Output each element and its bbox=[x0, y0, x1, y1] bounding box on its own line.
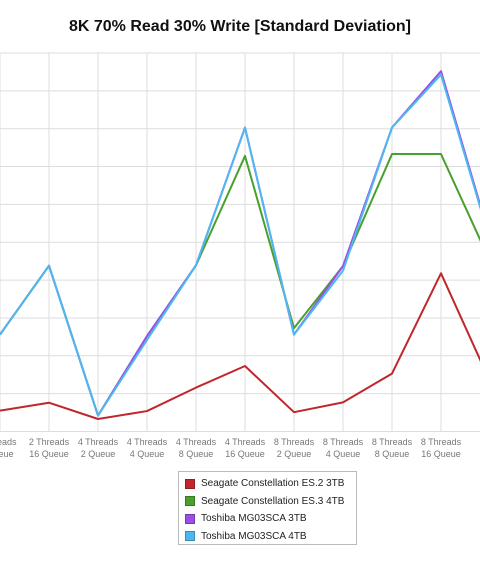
legend-item: Toshiba MG03SCA 3TB bbox=[185, 510, 356, 528]
x-tick-label: 4 Threads 2 Queue bbox=[78, 437, 119, 459]
legend-item: Seagate Constellation ES.2 3TB bbox=[185, 475, 356, 493]
x-tick-label: 2 Threads 16 Queue bbox=[29, 437, 70, 459]
series-line-3 bbox=[0, 70, 480, 417]
series-line-1 bbox=[0, 272, 480, 421]
legend-label: Seagate Constellation ES.2 3TB bbox=[201, 478, 345, 490]
legend-swatch bbox=[185, 531, 195, 542]
series-line-4 bbox=[0, 73, 480, 417]
x-tick-label: 4 Threads 4 Queue bbox=[127, 437, 168, 459]
chart-title: 8K 70% Read 30% Write [Standard Deviatio… bbox=[68, 18, 412, 35]
x-tick-label: 8 Threads 2 Queue bbox=[274, 437, 315, 459]
x-tick-label: 8 Threads 8 Queue bbox=[372, 437, 413, 459]
legend-item: Seagate Constellation ES.3 4TB bbox=[185, 493, 356, 511]
series-lines bbox=[0, 70, 480, 421]
legend-label: Toshiba MG03SCA 4TB bbox=[201, 530, 307, 542]
legend-item: Toshiba MG03SCA 4TB bbox=[185, 528, 356, 546]
legend-swatch bbox=[185, 496, 195, 507]
grid-lines bbox=[0, 52, 480, 432]
legend-label: Toshiba MG03SCA 3TB bbox=[201, 513, 307, 525]
legend-swatch bbox=[185, 478, 195, 489]
x-tick-label: ThreadsQueue bbox=[0, 437, 17, 459]
x-tick-label: 4 Threads 16 Queue bbox=[225, 437, 266, 459]
x-tick-label: 4 Threads 8 Queue bbox=[176, 437, 217, 459]
legend-swatch bbox=[185, 513, 195, 524]
x-tick-label: 8 Threads 4 Queue bbox=[323, 437, 364, 459]
legend: Seagate Constellation ES.2 3TB Seagate Co… bbox=[178, 471, 357, 545]
legend-label: Seagate Constellation ES.3 4TB bbox=[201, 495, 345, 507]
x-tick-label: 8 Threads 16 Queue bbox=[421, 437, 462, 459]
series-line-2 bbox=[0, 153, 480, 417]
